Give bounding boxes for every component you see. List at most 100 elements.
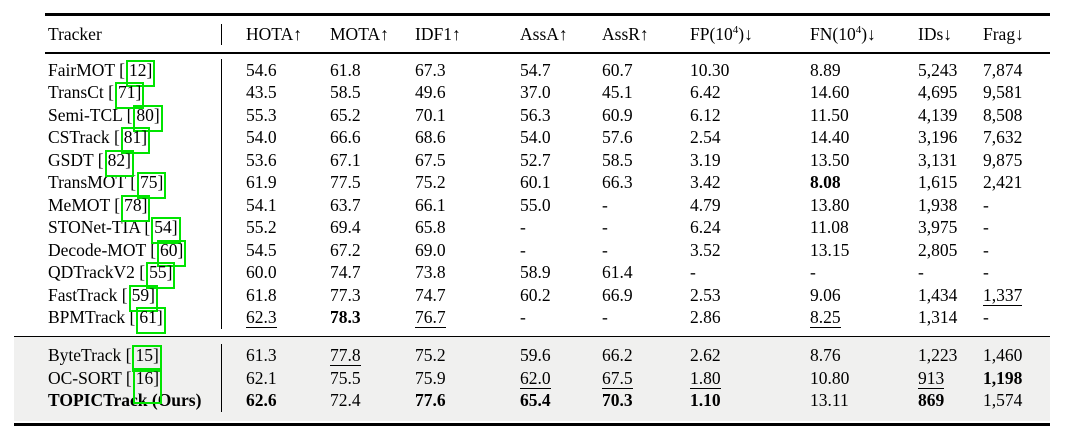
citation-link-box[interactable]: 75] [137,172,167,199]
metric-cell: 72.4 [330,389,415,412]
metric-cell: 56.3 [520,104,602,127]
tracker-name-cell: Decode-MOT [60] [45,238,222,267]
metric-value: 2.53 [690,284,721,305]
metric-value: - [520,217,526,237]
citation-link-box[interactable]: 55] [146,262,176,289]
metric-cell: 10.30 [690,59,810,82]
metric-value: 1.10 [690,390,721,410]
metric-cell: - [602,216,690,239]
metric-cell: 69.0 [415,239,520,262]
metric-cell: 77.8 [330,344,415,367]
metric-value: 45.1 [602,82,633,102]
metric-value: 13.80 [810,194,850,215]
metric-value: 11.50 [810,104,849,125]
metric-value: 55.0 [520,194,551,215]
citation-link-box[interactable]: 60] [157,239,187,267]
metric-value: 8.25 [810,307,841,328]
metric-cell: 913 [918,367,983,390]
metric-cell: - [520,216,602,239]
metric-value: 74.7 [330,262,361,282]
metric-cell: 67.2 [330,239,415,262]
metric-cell: 55.2 [222,216,330,239]
metric-cell: 6.12 [690,104,810,127]
table-row-fasttrack: FastTrack [59] 61.8 77.3 74.7 60.2 66.9 2.53 9.… [45,283,1050,312]
metric-cell: 54.0 [520,126,602,149]
metric-cell: 43.5 [222,81,330,104]
metric-cell: 1,574 [983,389,1050,412]
metric-value: 58.9 [520,262,551,282]
metric-cell: 2.53 [690,284,810,307]
citation-link-box[interactable]: 81] [120,127,151,154]
col-header-label: FN(10 [810,23,856,44]
metric-value: - [983,217,989,237]
metric-value: 78.3 [330,307,361,327]
col-header-label: AssA↑ [520,23,568,44]
metric-value: 60.0 [246,262,277,282]
citation-link-box[interactable]: 54] [151,217,181,244]
col-header-assa: AssA↑ [520,24,602,45]
metric-value: 60.1 [520,172,551,192]
metric-value: 8.89 [810,59,841,80]
metric-value: 74.7 [415,284,446,305]
metric-cell: 3.42 [690,171,810,194]
metric-cell: 52.7 [520,149,602,172]
metric-cell: 67.5 [415,149,520,172]
citation-number: 78 [124,194,142,215]
metric-cell: 54.6 [222,59,330,82]
metric-cell: 9,581 [983,81,1050,104]
citation-link-box[interactable]: 71] [114,82,145,109]
citation-link-box[interactable]: 16] [132,367,163,404]
metric-cell: 869 [918,389,983,412]
metric-cell: 54.0 [222,126,330,149]
citation-link-box[interactable]: 80] [133,104,163,132]
metric-cell: 2.54 [690,126,810,149]
metric-cell: 77.3 [330,284,415,307]
table-row-fairmot: FairMOT [12] 54.6 61.8 67.3 54.7 60.7 10.30 8.8… [45,58,1050,87]
metric-cell: 1,434 [918,284,983,307]
metric-value: 68.6 [415,127,446,147]
metric-cell: 62.6 [222,389,330,412]
citation-link-box[interactable]: 12] [125,59,156,87]
citation-number: 15 [135,345,153,365]
metric-cell: 9.06 [810,284,918,307]
citation-number: 71 [117,82,136,102]
metric-cell: 13.50 [810,149,918,172]
citation-link-box[interactable]: 61] [136,307,166,334]
metric-value: 63.7 [330,194,361,215]
tracker-name-cell: Semi-TCL [80] [45,103,222,132]
metric-cell: - [983,216,1050,239]
metric-value: 65.4 [520,390,551,410]
metric-value: 61.8 [246,284,277,305]
metric-cell: - [602,306,690,329]
metric-cell: 9,875 [983,149,1050,172]
metric-cell: 69.4 [330,216,415,239]
exponent: 4 [855,23,862,36]
metric-cell: - [520,239,602,262]
metric-value: 52.7 [520,149,551,170]
metric-value: 2,421 [983,172,1023,192]
metric-cell: 55.0 [520,194,602,217]
metric-value: 9.06 [810,284,841,305]
metric-value: 72.4 [330,390,361,410]
metric-value: 10.80 [810,367,850,388]
metric-value: - [602,239,608,260]
metric-value: 7,632 [983,127,1023,147]
metric-cell: 7,632 [983,126,1050,149]
metric-cell: 45.1 [602,81,690,104]
citation-link-box[interactable]: 15] [132,345,162,372]
citation-link-box[interactable]: 59] [128,284,158,312]
table-body-section: FairMOT [12] 54.6 61.8 67.3 54.7 60.7 10.30 8.8… [45,54,1050,336]
metric-value: 54.7 [520,59,551,80]
metric-value: 4,139 [918,104,958,125]
metric-value: - [602,194,608,215]
citation-link-box[interactable]: 78] [121,194,151,222]
tracker-name: TransCt [48,82,104,102]
tracker-name-cell: QDTrackV2 [55] [45,261,222,289]
metric-value: - [983,194,989,215]
metric-value: 10.30 [690,59,730,80]
tracker-name-cell: FastTrack [59] [45,283,222,312]
metric-cell: 67.5 [602,367,690,390]
metric-value: 66.1 [415,194,446,215]
citation-link-box[interactable]: 82] [104,149,134,177]
metric-value: 77.5 [330,172,361,192]
